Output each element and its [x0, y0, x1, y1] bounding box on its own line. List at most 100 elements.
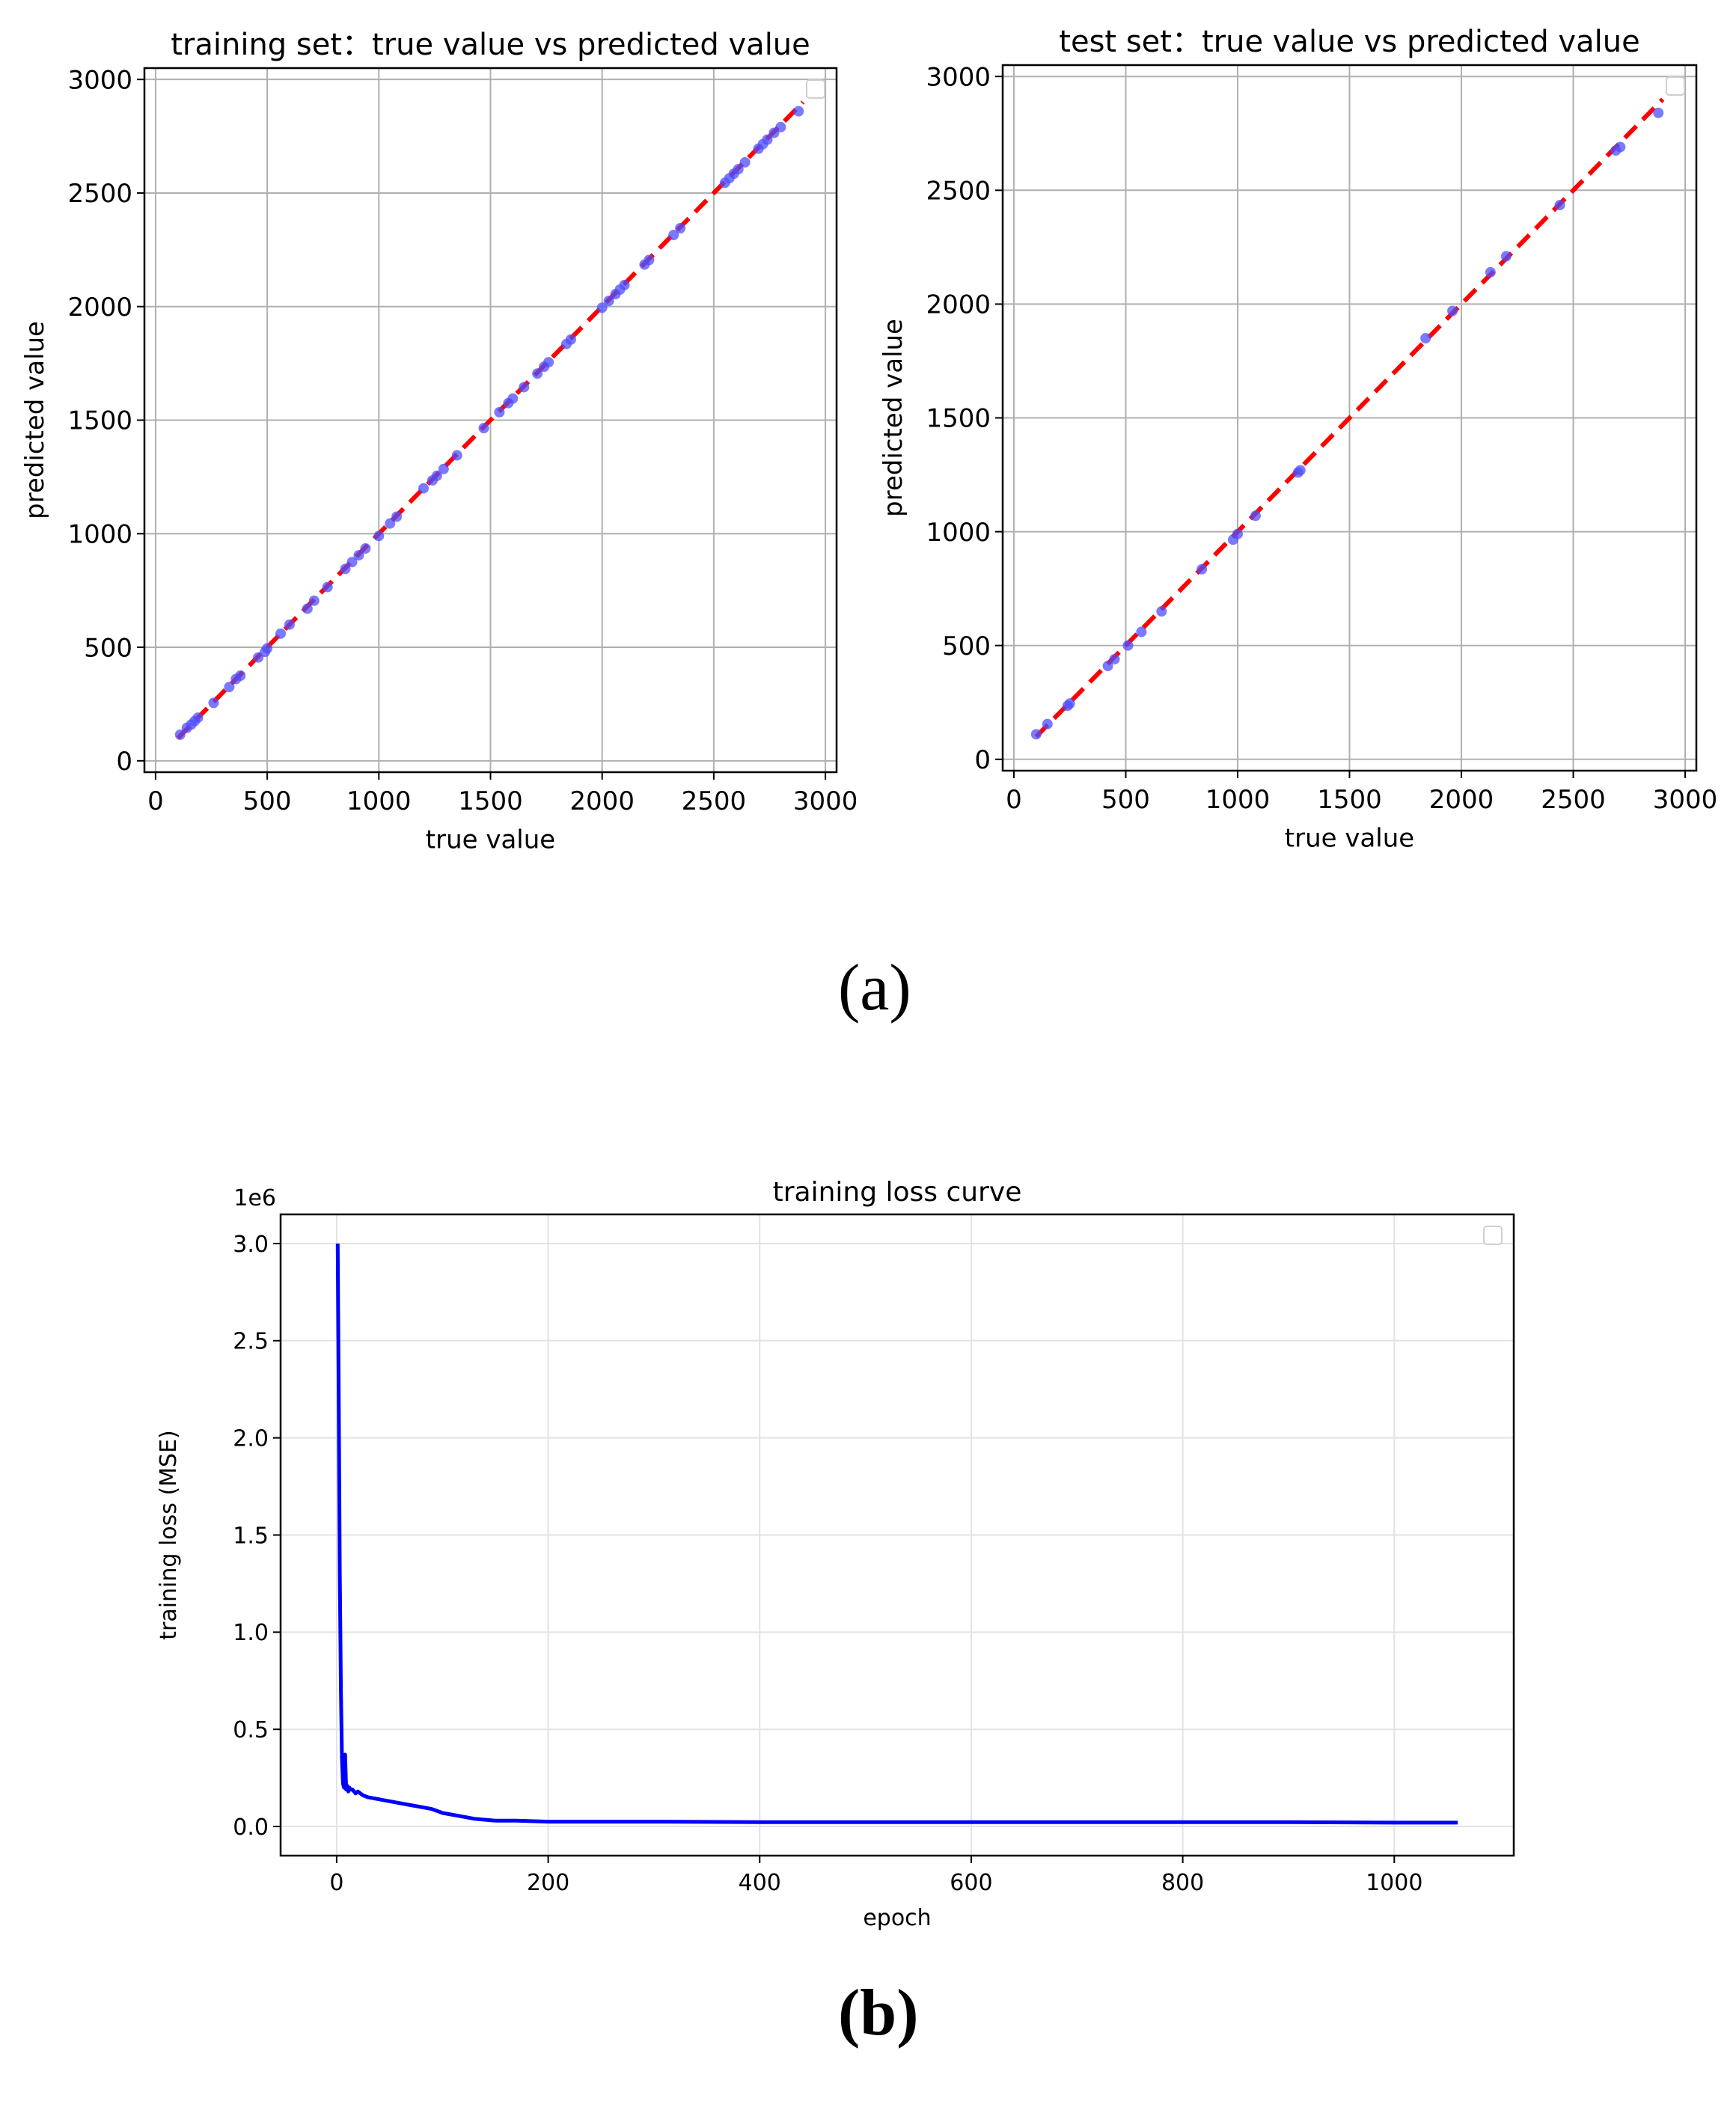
x-tick-label: 200 — [527, 1870, 569, 1896]
loss-series-line — [335, 1243, 1458, 1825]
x-tick-label: 400 — [739, 1870, 781, 1896]
y-tick-label: 2500 — [926, 177, 991, 207]
x-tick-label: 0 — [1006, 785, 1022, 815]
data-point — [1232, 528, 1243, 539]
data-point — [1102, 661, 1113, 672]
y-axis-label: training loss (MSE) — [156, 1430, 182, 1640]
data-point — [353, 550, 364, 561]
data-point — [1109, 653, 1120, 664]
x-tick-label: 1500 — [1317, 785, 1382, 815]
data-point — [1122, 640, 1134, 651]
y-tick-label: 2000 — [67, 293, 132, 322]
x-axis-label: epoch — [863, 1905, 931, 1931]
data-point — [494, 406, 505, 418]
x-tick-label: 500 — [1101, 785, 1150, 815]
data-point — [565, 334, 576, 345]
training-scatter-chart: 0 500 1000 1500 2000 2500 3000 0 500 1000 1500 2000… — [20, 28, 858, 854]
legend-box — [1666, 76, 1685, 96]
data-point — [235, 670, 246, 681]
data-point — [1156, 606, 1167, 617]
x-tick-label: 3000 — [793, 786, 858, 816]
y-tick-label: 500 — [84, 633, 132, 663]
data-point — [1250, 510, 1261, 522]
y-tick-label: 2500 — [67, 179, 132, 209]
y-tick-label: 2.0 — [233, 1425, 269, 1452]
x-tick-label: 0 — [147, 786, 164, 816]
data-point — [1615, 141, 1626, 153]
data-point — [543, 357, 554, 368]
test-scatter-chart: 0 500 1000 1500 2000 2500 3000 0 500 1000 1500 2000… — [878, 25, 1717, 853]
data-point — [1420, 333, 1431, 344]
data-point — [224, 682, 235, 693]
data-point — [644, 254, 655, 266]
data-point — [1653, 107, 1664, 118]
data-point — [1196, 563, 1208, 575]
data-point — [668, 230, 679, 241]
y-tick-label: 1.5 — [233, 1523, 269, 1549]
y-tick-label: 3000 — [67, 65, 132, 95]
data-point — [793, 106, 804, 117]
x-tick-label: 0 — [329, 1870, 343, 1896]
data-point — [775, 121, 786, 132]
x-tick-label: 3000 — [1653, 785, 1718, 815]
ideal-reference-line — [176, 100, 805, 740]
y-axis-label: predicted value — [878, 319, 908, 517]
y-tick-label: 0.5 — [233, 1717, 269, 1743]
y-tick-label: 2000 — [926, 290, 991, 320]
data-point — [1136, 626, 1147, 638]
y-tick-label: 3.0 — [233, 1232, 269, 1258]
data-point — [532, 368, 543, 379]
data-point — [431, 470, 442, 481]
x-tick-label: 1000 — [346, 786, 412, 816]
data-point — [418, 483, 429, 494]
data-point — [1295, 465, 1306, 476]
data-point — [1042, 718, 1053, 730]
data-point — [373, 531, 385, 542]
x-axis-label: true value — [426, 825, 555, 854]
y-axis-label: predicted value — [20, 321, 50, 519]
data-point — [308, 595, 320, 606]
caption-a: (a) — [838, 952, 911, 1024]
data-point — [385, 518, 396, 529]
x-tick-label: 2000 — [1429, 785, 1494, 815]
y-tick-label: 1000 — [67, 520, 132, 550]
data-point — [675, 223, 686, 234]
data-point — [603, 296, 614, 307]
data-point — [762, 134, 773, 145]
legend-box — [1483, 1226, 1503, 1245]
x-tick-label: 500 — [243, 786, 292, 816]
y-scale-factor-label: 1e6 — [233, 1185, 276, 1211]
data-point — [1500, 251, 1512, 262]
y-tick-label: 1500 — [67, 406, 132, 436]
x-tick-label: 2500 — [682, 786, 747, 816]
x-tick-label: 1000 — [1205, 785, 1271, 815]
chart-title: training loss curve — [773, 1177, 1022, 1208]
y-tick-label: 500 — [942, 632, 991, 661]
data-point — [340, 563, 351, 575]
data-point — [451, 450, 462, 461]
y-tick-label: 0 — [974, 745, 991, 775]
x-tick-label: 1500 — [458, 786, 523, 816]
x-axis-label: true value — [1285, 823, 1414, 853]
data-point — [1030, 729, 1042, 740]
data-point — [1485, 266, 1496, 278]
x-tick-label: 600 — [950, 1870, 992, 1896]
x-tick-label: 800 — [1161, 1870, 1204, 1896]
data-point — [739, 156, 751, 168]
y-tick-label: 1.0 — [233, 1620, 269, 1646]
x-tick-label: 2500 — [1541, 785, 1606, 815]
y-tick-label: 1500 — [926, 404, 991, 434]
data-point — [360, 543, 371, 554]
data-point — [284, 619, 295, 630]
data-point — [275, 628, 287, 639]
data-point — [519, 382, 530, 393]
data-point — [174, 729, 186, 740]
chart-title: test set：true value vs predicted value — [1059, 25, 1639, 59]
caption-b: (b) — [838, 1977, 919, 2049]
data-point — [1554, 200, 1565, 211]
y-tick-label: 3000 — [926, 62, 991, 92]
y-tick-label: 0.0 — [233, 1814, 269, 1841]
chart-title: training set：true value vs predicted val… — [171, 28, 810, 62]
data-point — [507, 393, 519, 404]
